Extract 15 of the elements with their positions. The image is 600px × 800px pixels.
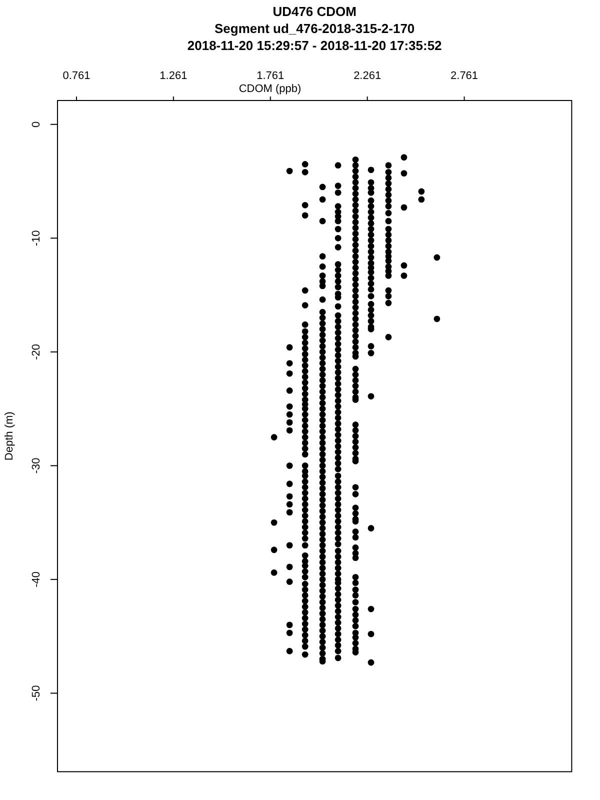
y-tick-label: -50 (30, 685, 42, 702)
x-axis-title: CDOM (ppb) (238, 83, 302, 95)
y-tick-label: -30 (30, 458, 42, 474)
chart-subtitle: Segment ud_476-2018-315-2-170 2018-11-20 15:29:57 - 2018-11-20 17:35:52 (187, 21, 442, 53)
y-tick-label: -40 (30, 571, 42, 588)
x-tick-label: 2.761 (450, 70, 478, 82)
x-tick-label: 1.261 (160, 70, 188, 82)
y-tick-label: -20 (30, 344, 42, 360)
chart-title: UD476 CDOM (272, 4, 356, 19)
x-tick-label: 1.761 (256, 70, 284, 82)
y-tick-label: 0 (30, 121, 42, 128)
x-tick-label: 0.761 (62, 70, 90, 82)
y-axis-title: Depth (m) (4, 412, 16, 461)
y-tick-label: -10 (30, 230, 42, 246)
x-tick-label: 2.261 (354, 70, 382, 82)
